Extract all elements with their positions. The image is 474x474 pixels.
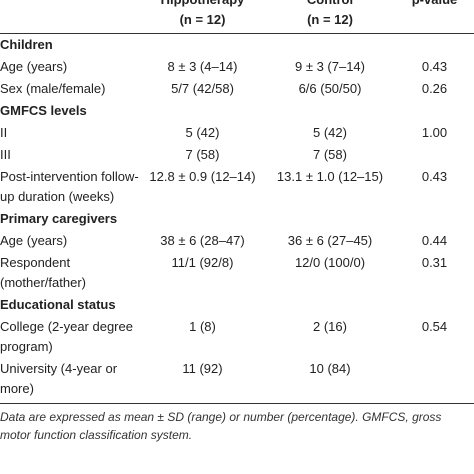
value-cell: 0.26 <box>421 81 448 96</box>
value-cell: 0.31 <box>421 255 448 270</box>
row-label: Sex (male/female) <box>0 81 106 96</box>
footnote: Data are expressed as mean ± SD (range) … <box>0 410 442 442</box>
value-cell: 0.44 <box>421 233 448 248</box>
section-title: Children <box>0 37 53 52</box>
value-cell: 12/0 (100/0) <box>294 255 366 270</box>
data-row: Respondent (mother/father) 11/1 (92/8) 12/… <box>0 252 474 294</box>
value-cell: 1 (8) <box>189 319 216 334</box>
header-cell: Hippotherapy (n = 12) <box>140 0 265 34</box>
row-label: III <box>0 147 11 162</box>
section-title: Educational status <box>0 297 116 312</box>
value-cell: 13.1 ± 1.0 (12–15) <box>276 169 384 184</box>
value-cell: 5 (42) <box>313 125 347 140</box>
data-row: II 5 (42) 5 (42) 1.00 <box>0 122 474 144</box>
value-cell <box>395 144 474 166</box>
section-row: Primary caregivers <box>0 208 474 230</box>
data-row: Sex (male/female) 5/7 (42/58) 6/6 (50/50) 0… <box>0 78 474 100</box>
header-cell <box>0 0 140 34</box>
header-row: Hippotherapy (n = 12) Control (n = 12) p-val… <box>0 0 474 34</box>
data-row: Age (years) 38 ± 6 (28–47) 36 ± 6 (27–45) 0… <box>0 230 474 252</box>
value-cell: 10 (84) <box>309 361 351 376</box>
header-n: (n = 12) <box>179 12 226 27</box>
section-row: Educational status <box>0 294 474 316</box>
value-cell: 9 ± 3 (7–14) <box>294 59 365 74</box>
value-cell: 0.54 <box>421 319 448 334</box>
data-row: Age (years) 8 ± 3 (4–14) 9 ± 3 (7–14) 0.43 <box>0 56 474 78</box>
row-label: University (4-year or more) <box>0 361 118 396</box>
section-title: GMFCS levels <box>0 103 87 118</box>
table: Hippotherapy (n = 12) Control (n = 12) p-val… <box>0 0 474 404</box>
table-sheet: Hippotherapy (n = 12) Control (n = 12) p-val… <box>0 0 474 442</box>
value-cell: 7 (58) <box>185 147 220 162</box>
row-label: II <box>0 125 8 140</box>
value-cell: 6/6 (50/50) <box>298 81 362 96</box>
value-cell: 11/1 (92/8) <box>171 255 234 270</box>
data-row: University (4-year or more) 11 (92) 10 (84… <box>0 358 474 404</box>
value-cell: 12.8 ± 0.9 (12–14) <box>149 169 256 184</box>
header-cell: p-value <box>395 0 474 34</box>
row-label: Age (years) <box>0 233 68 248</box>
data-row: Post-intervention follow-up duration (we… <box>0 166 474 208</box>
header-label: Hippotherapy <box>140 0 265 10</box>
section-row: GMFCS levels <box>0 100 474 122</box>
value-cell: 1.00 <box>421 125 448 140</box>
value-cell <box>395 358 474 404</box>
value-cell: 7 (58) <box>313 147 347 162</box>
value-cell: 0.43 <box>421 169 448 184</box>
data-row: College (2-year degree program) 1 (8) 2 (1… <box>0 316 474 358</box>
value-cell: 8 ± 3 (4–14) <box>167 59 238 74</box>
value-cell: 11 (92) <box>182 361 223 376</box>
value-cell: 2 (16) <box>313 319 347 334</box>
data-row: III 7 (58) 7 (58) <box>0 144 474 166</box>
row-label: Post-intervention follow-up duration (we… <box>0 169 139 204</box>
header-cell: Control (n = 12) <box>265 0 395 34</box>
row-label: Age (years) <box>0 59 68 74</box>
value-cell: 0.43 <box>421 59 448 74</box>
value-cell: 5 (42) <box>185 125 220 140</box>
value-cell: 5/7 (42/58) <box>171 81 234 96</box>
value-cell: 38 ± 6 (28–47) <box>160 233 245 248</box>
header-label: Control <box>265 0 395 10</box>
value-cell: 36 ± 6 (27–45) <box>287 233 373 248</box>
section-row: Children <box>0 34 474 57</box>
header-label: p-value <box>395 0 474 10</box>
header-n: (n = 12) <box>307 12 353 27</box>
row-label: Respondent (mother/father) <box>0 255 86 290</box>
section-title: Primary caregivers <box>0 211 118 226</box>
row-label: College (2-year degree program) <box>0 319 133 354</box>
